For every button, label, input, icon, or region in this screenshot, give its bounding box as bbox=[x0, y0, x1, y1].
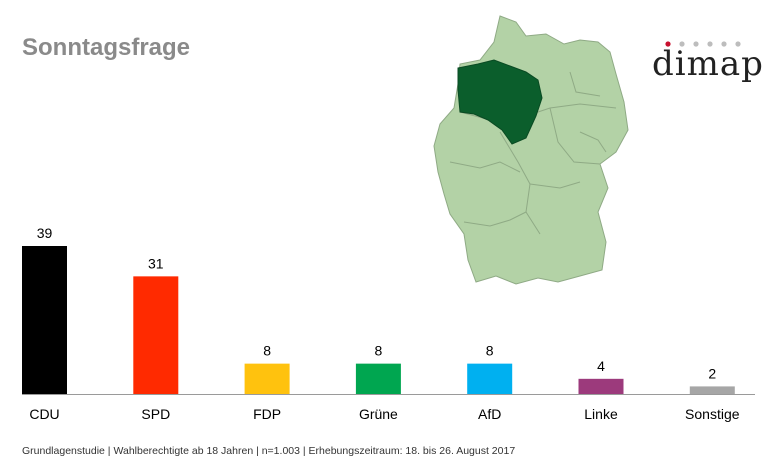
value-label-sonstige: 2 bbox=[708, 365, 716, 381]
value-label-spd: 31 bbox=[148, 255, 164, 271]
bar-cdu bbox=[22, 246, 67, 394]
value-label-grüne: 8 bbox=[375, 343, 383, 359]
bar-afd bbox=[467, 363, 513, 394]
category-label-fdp: FDP bbox=[253, 406, 281, 422]
logo-dots-icon bbox=[665, 41, 741, 47]
bar-fdp bbox=[244, 363, 290, 394]
chart-title: Sonntagsfrage bbox=[22, 34, 191, 61]
bar-spd bbox=[133, 276, 179, 394]
category-label-afd: AfD bbox=[478, 406, 501, 422]
bar-sonstige bbox=[689, 386, 735, 394]
category-label-grüne: Grüne bbox=[359, 406, 398, 422]
bar-grüne bbox=[355, 363, 401, 394]
bar-linke bbox=[578, 378, 624, 394]
footer-note: Grundlagenstudie | Wahlberechtigte ab 18… bbox=[22, 445, 516, 457]
category-label-linke: Linke bbox=[584, 406, 618, 422]
logo-text: dimap bbox=[652, 44, 764, 84]
value-label-fdp: 8 bbox=[263, 343, 271, 359]
germany-map-icon bbox=[433, 15, 629, 285]
value-label-linke: 4 bbox=[597, 358, 605, 374]
value-label-cdu: 39 bbox=[37, 225, 53, 241]
category-label-cdu: CDU bbox=[29, 406, 59, 422]
value-label-afd: 8 bbox=[486, 343, 494, 359]
highlighted-state-niedersachsen bbox=[457, 59, 543, 145]
category-label-spd: SPD bbox=[141, 406, 170, 422]
dimap-logo: dimap bbox=[652, 38, 763, 86]
category-label-sonstige: Sonstige bbox=[685, 406, 740, 422]
